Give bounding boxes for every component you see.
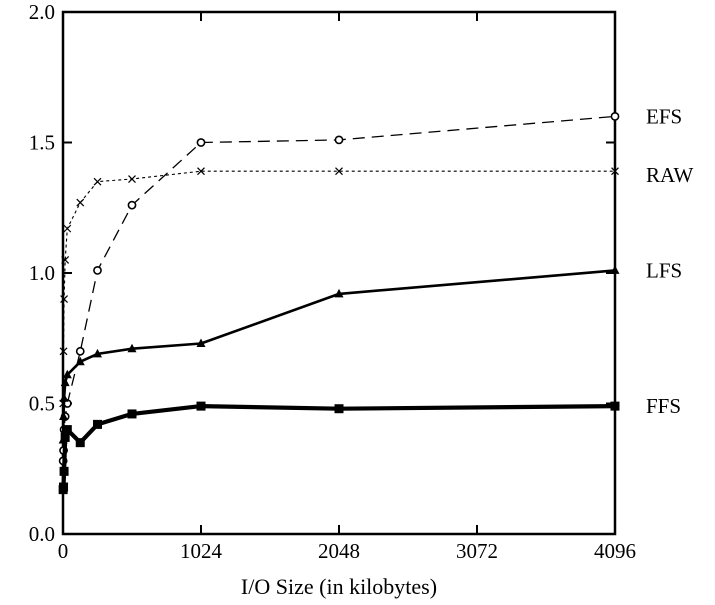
x-tick-label: 1024 xyxy=(180,539,223,563)
series-line-raw xyxy=(62,170,615,404)
data-point-lfs xyxy=(75,356,85,366)
series-label-efs: EFS xyxy=(646,104,682,128)
data-point-efs xyxy=(334,135,344,145)
data-point-ffs xyxy=(59,466,69,476)
plot-frame xyxy=(61,10,617,536)
data-point-lfs xyxy=(62,369,72,379)
series-line-ffs xyxy=(61,404,616,490)
y-tick-label: 0.0 xyxy=(29,522,55,546)
data-point-ffs xyxy=(610,401,620,411)
y-tick-label: 0.5 xyxy=(29,392,55,416)
data-point-lfs xyxy=(93,348,102,358)
data-point-raw xyxy=(611,167,619,176)
data-point-raw xyxy=(335,167,343,176)
data-point-efs xyxy=(610,112,620,121)
data-point-ffs xyxy=(75,438,85,448)
data-point-ffs xyxy=(196,401,206,411)
data-point-ffs xyxy=(62,425,72,435)
data-point-raw xyxy=(61,256,70,264)
x-axis-ticks: 0 1024 2048 3072 4096 xyxy=(58,12,636,563)
series-label-raw: RAW xyxy=(646,163,693,187)
series-raw: RAW xyxy=(59,163,693,408)
y-tick-label: 2.0 xyxy=(29,0,55,24)
x-axis-title: I/O Size (in kilobytes) xyxy=(241,574,437,599)
series-label-ffs: FFS xyxy=(646,394,681,418)
series-label-lfs: LFS xyxy=(646,258,682,282)
data-point-lfs xyxy=(196,338,206,347)
data-point-lfs xyxy=(334,288,344,298)
data-point-ffs xyxy=(93,419,102,429)
y-tick-label: 1.5 xyxy=(29,131,55,155)
data-point-raw xyxy=(128,175,136,183)
data-point-efs xyxy=(93,265,102,275)
data-point-efs xyxy=(196,138,206,147)
data-point-lfs xyxy=(59,393,69,402)
data-point-ffs xyxy=(334,404,344,414)
x-tick-label: 0 xyxy=(58,539,69,563)
series-ffs: FFS xyxy=(58,394,681,495)
x-tick-label: 4096 xyxy=(594,539,636,563)
data-point-lfs xyxy=(59,411,69,421)
data-point-ffs xyxy=(127,409,137,419)
data-point-raw xyxy=(76,198,85,207)
data-point-lfs xyxy=(60,377,70,387)
data-point-lfs xyxy=(610,265,620,274)
series-lfs: LFS xyxy=(58,258,682,444)
data-point-raw xyxy=(197,167,205,176)
data-point-efs xyxy=(127,200,137,210)
y-tick-label: 1.0 xyxy=(29,261,55,285)
data-point-ffs xyxy=(60,432,70,442)
data-point-lfs xyxy=(127,343,137,353)
data-point-raw xyxy=(93,177,102,186)
data-point-ffs xyxy=(59,482,69,492)
data-point-raw xyxy=(59,347,68,356)
y-axis-ticks: 0.0 0.5 1.0 1.5 2.0 xyxy=(29,0,615,546)
x-tick-label: 3072 xyxy=(456,539,498,563)
data-point-raw xyxy=(60,295,69,304)
x-tick-label: 2048 xyxy=(318,539,360,563)
data-point-raw xyxy=(63,224,72,233)
data-point-efs xyxy=(75,346,85,356)
series-layer: EFS RAW LFS FFS xyxy=(58,104,693,495)
